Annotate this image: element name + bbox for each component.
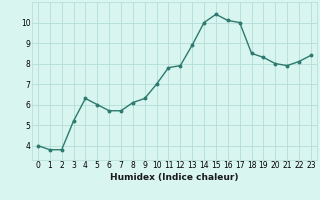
X-axis label: Humidex (Indice chaleur): Humidex (Indice chaleur) [110,173,239,182]
